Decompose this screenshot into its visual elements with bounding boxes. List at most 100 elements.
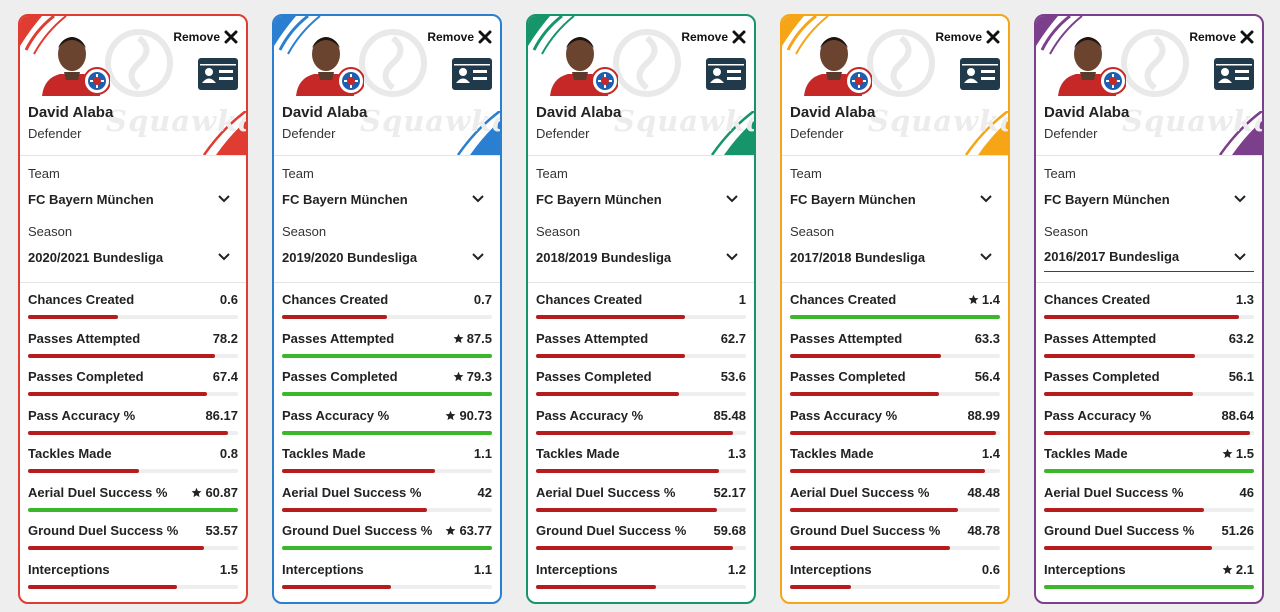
stat-bar-fill [1044, 315, 1240, 319]
stat-label: Pass Accuracy % [28, 407, 136, 423]
stat-value-wrap: 48.78 [967, 523, 1000, 538]
stat-value: 52.17 [713, 484, 746, 500]
player-photo [42, 37, 110, 96]
close-icon[interactable] [478, 30, 492, 44]
stat-bar-fill [282, 430, 492, 435]
season-select[interactable]: 2017/2018 Bundesliga [790, 242, 1000, 272]
remove-button[interactable]: Remove [173, 30, 238, 44]
stats-list: Chances Created 1 Passes Attempted 62.7 … [528, 283, 754, 595]
team-season-selectors: Team FC Bayern München Season 2018/2019 … [528, 166, 754, 272]
stat-value-wrap: 0.8 [220, 446, 238, 461]
stat-bar-fill [790, 584, 851, 589]
player-position: Defender [28, 126, 82, 141]
stat-bar-fill [536, 392, 679, 396]
stat-bar-fill [790, 430, 996, 435]
card-header: Squawka Remove [782, 16, 1008, 156]
team-select[interactable]: FC Bayern München [536, 184, 746, 214]
team-label: Team [282, 166, 314, 181]
close-icon[interactable] [732, 30, 746, 44]
remove-button[interactable]: Remove [681, 30, 746, 44]
chevron-down-icon [472, 195, 484, 203]
stat-bar-track [28, 353, 238, 358]
player-name: David Alaba [28, 104, 114, 121]
stat-value-wrap: 1 [739, 292, 746, 307]
stat-value: 63.2 [1228, 330, 1254, 346]
stat-value-wrap: 56.4 [975, 369, 1000, 384]
star-icon [192, 487, 202, 497]
stat-bar-track [536, 507, 746, 512]
remove-label: Remove [935, 30, 982, 44]
stat-value-wrap: 51.26 [1221, 523, 1254, 538]
team-select[interactable]: FC Bayern München [790, 184, 1000, 214]
player-profile-card-icon[interactable] [198, 58, 238, 90]
remove-button[interactable]: Remove [935, 30, 1000, 44]
season-select[interactable]: 2018/2019 Bundesliga [536, 242, 746, 272]
player-name: David Alaba [790, 104, 876, 121]
stat-value: 85.48 [713, 407, 746, 423]
close-icon[interactable] [224, 30, 238, 44]
stat-value-wrap: 63.3 [975, 331, 1000, 346]
stat-label: Aerial Duel Success % [28, 484, 168, 500]
player-profile-card-icon[interactable] [706, 58, 746, 90]
stat-row: Passes Completed 53.6 [536, 364, 746, 403]
stat-value: 88.99 [967, 407, 1000, 423]
stat-value: 1.4 [981, 292, 1000, 307]
stat-value: 46 [1239, 484, 1254, 500]
stat-bar-track [1044, 315, 1254, 319]
stat-label: Pass Accuracy % [536, 407, 644, 423]
player-profile-card-icon[interactable] [960, 58, 1000, 90]
stat-value: 51.26 [1221, 523, 1254, 538]
stat-label: Aerial Duel Success % [1044, 484, 1184, 500]
stat-row: Pass Accuracy % 88.99 [790, 403, 1000, 442]
stat-bar-fill [1044, 353, 1196, 358]
stat-value: 67.4 [212, 369, 238, 384]
section-divider [20, 282, 246, 283]
stat-label: Passes Completed [282, 369, 398, 384]
player-profile-card-icon[interactable] [1214, 58, 1254, 90]
corner-stripe-graphic [710, 111, 754, 155]
stat-row: Chances Created 1.3 [1044, 287, 1254, 326]
player-profile-card-icon[interactable] [452, 58, 492, 90]
stat-value-wrap: 1.2 [728, 562, 746, 577]
stat-value: 60.87 [205, 484, 238, 500]
stat-value-wrap: 63.2 [1229, 331, 1254, 346]
season-select[interactable]: 2020/2021 Bundesliga [28, 242, 238, 272]
stat-bar-track [282, 430, 492, 435]
team-select[interactable]: FC Bayern München [282, 184, 492, 214]
stat-value-wrap: 48.48 [967, 485, 1000, 500]
stat-bar-track [790, 353, 1000, 358]
card-header: Squawka Remove [274, 16, 500, 156]
stat-row: Ground Duel Success % 63.77 [282, 518, 492, 557]
close-icon[interactable] [986, 30, 1000, 44]
card-header: Squawka Remove [1036, 16, 1262, 156]
player-card: Squawka Remove [526, 14, 756, 604]
stat-bar-fill [282, 353, 492, 358]
stat-bar-track [536, 584, 746, 589]
stat-value: 90.73 [459, 407, 492, 423]
stat-bar-track [790, 315, 1000, 319]
team-select[interactable]: FC Bayern München [1044, 184, 1254, 214]
stat-bar-track [282, 584, 492, 589]
section-divider [528, 282, 754, 283]
remove-button[interactable]: Remove [1189, 30, 1254, 44]
squawka-logo-watermark [359, 29, 427, 97]
player-photo [296, 37, 364, 96]
stat-value: 86.17 [205, 407, 238, 423]
stat-bar-track [28, 315, 238, 319]
season-select[interactable]: 2019/2020 Bundesliga [282, 242, 492, 272]
stat-bar-track [28, 546, 238, 550]
close-icon[interactable] [1240, 30, 1254, 44]
stat-bar-track [536, 430, 746, 435]
team-select[interactable]: FC Bayern München [28, 184, 238, 214]
season-select[interactable]: 2016/2017 Bundesliga [1044, 242, 1254, 272]
player-photo [550, 37, 618, 96]
team-season-selectors: Team FC Bayern München Season 2017/2018 … [782, 166, 1008, 272]
stat-label: Tackles Made [1044, 446, 1128, 461]
stat-value-wrap: 1.4 [982, 446, 1000, 461]
remove-button[interactable]: Remove [427, 30, 492, 44]
stat-row: Passes Attempted 63.2 [1044, 326, 1254, 365]
stat-bar-track [1044, 546, 1254, 550]
stat-value-wrap: 0.6 [982, 562, 1000, 577]
stat-value: 0.6 [981, 561, 1000, 577]
stat-row: Interceptions 1.2 [536, 557, 746, 596]
